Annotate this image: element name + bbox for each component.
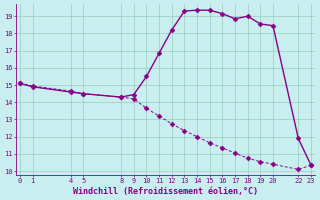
X-axis label: Windchill (Refroidissement éolien,°C): Windchill (Refroidissement éolien,°C) xyxy=(73,187,258,196)
